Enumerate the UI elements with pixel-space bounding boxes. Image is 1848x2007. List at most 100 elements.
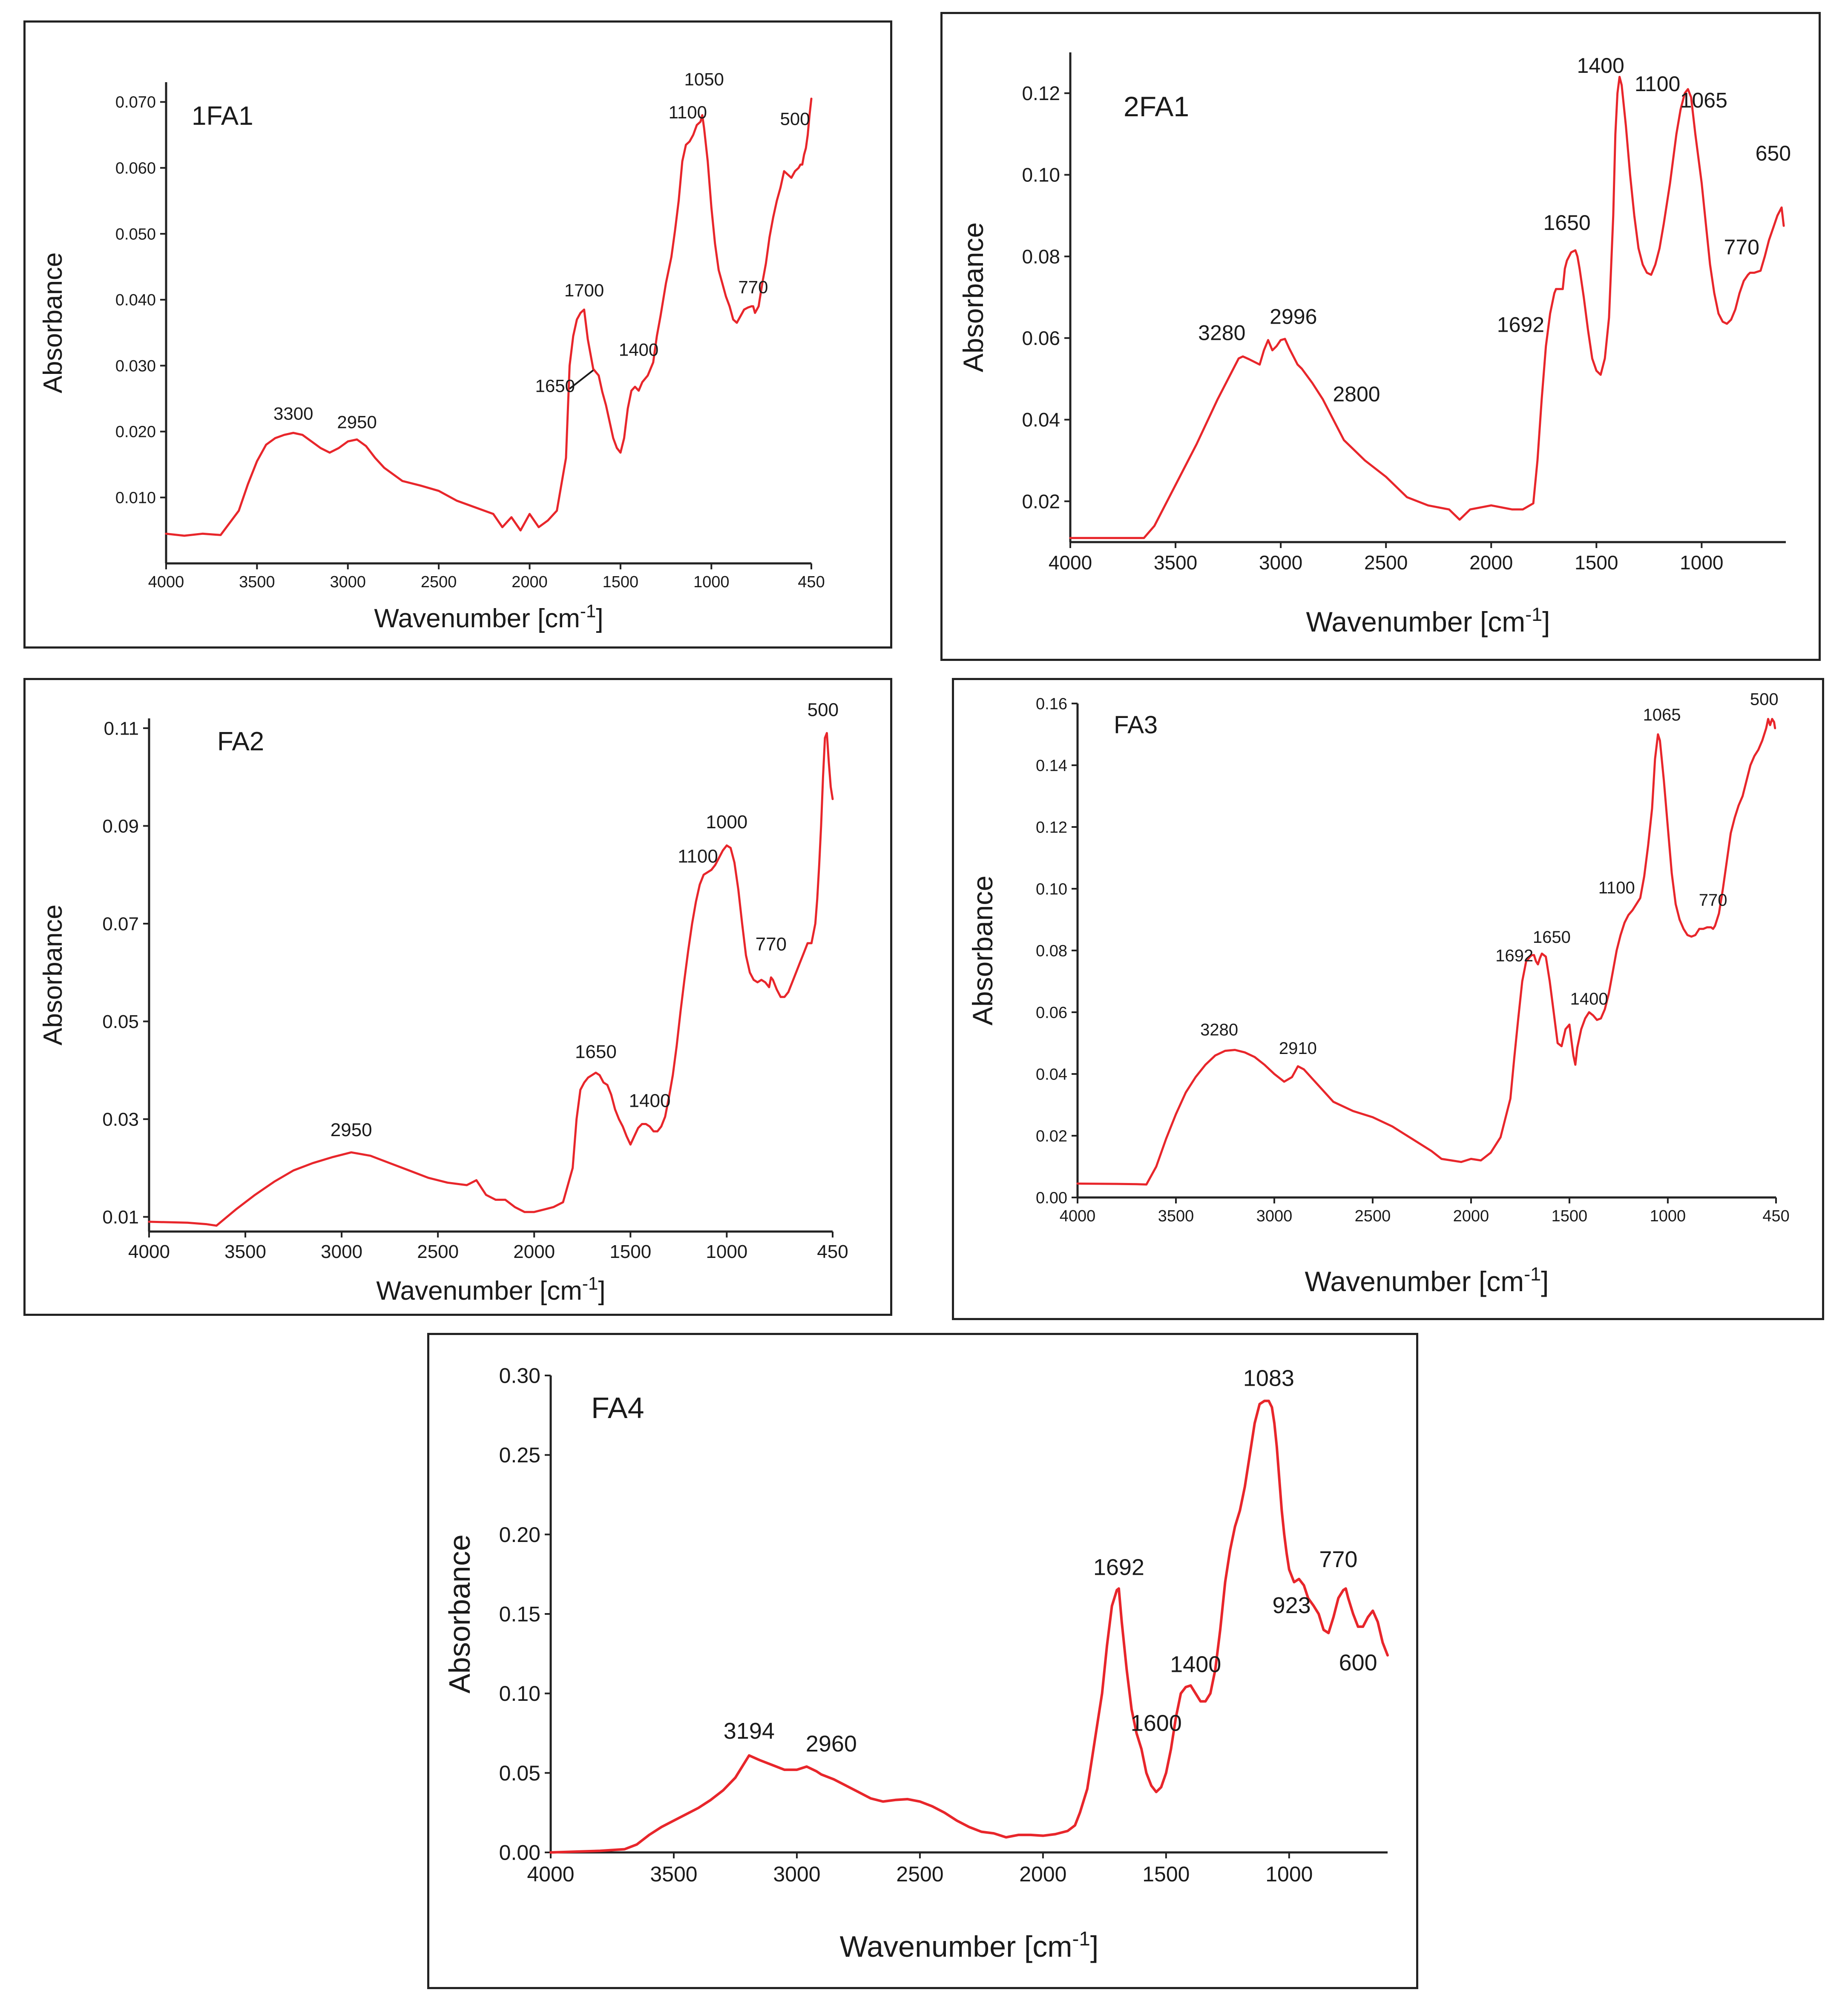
x-tick-label: 2500 — [896, 1862, 943, 1886]
x-axis-title-superscript: -1 — [580, 601, 596, 621]
x-axis-title-end: ] — [1542, 606, 1550, 637]
peak-label: 600 — [1339, 1650, 1377, 1676]
y-axis-title: Absorbance — [38, 904, 68, 1045]
peak-label: 1692 — [1495, 946, 1533, 965]
y-axis-title: Absorbance — [38, 253, 68, 393]
x-axis-title-superscript: -1 — [1524, 1263, 1541, 1285]
x-tick-label: 450 — [817, 1241, 848, 1262]
y-tick-label: 0.16 — [1036, 695, 1067, 713]
y-axis-title: Absorbance — [967, 876, 998, 1025]
y-tick-label: 0.10 — [1022, 164, 1060, 186]
x-tick-label: 2000 — [1453, 1207, 1489, 1225]
x-tick-label: 2000 — [513, 1241, 555, 1262]
spectrum-line — [1069, 76, 1785, 539]
spectrum-line — [165, 98, 813, 537]
x-axis-title-main: Wavenumber [cm — [376, 1276, 582, 1306]
x-axis-title: Wavenumber [cm-1] — [840, 1927, 1099, 1963]
y-tick-label: 0.00 — [499, 1841, 540, 1865]
peak-label: 500 — [1750, 690, 1779, 709]
chart-title: FA3 — [1114, 711, 1158, 739]
x-tick-label: 450 — [798, 573, 825, 591]
x-axis-title: Wavenumber [cm-1] — [1306, 603, 1550, 637]
chart-title: FA2 — [217, 727, 264, 756]
chart-panel-fa2: 4000 3500 3000 2500 2000 1500 1000 450 0.01 0.03 0… — [23, 678, 892, 1316]
y-tick-label: 0.06 — [1022, 327, 1060, 349]
peak-label: 1400 — [1170, 1651, 1221, 1677]
peak-label: 1700 — [564, 280, 604, 300]
x-tick-label: 1500 — [609, 1241, 651, 1262]
x-axis-title-main: Wavenumber [cm — [1305, 1266, 1524, 1297]
x-tick-label: 1500 — [1575, 551, 1618, 574]
y-tick-label: 0.08 — [1022, 245, 1060, 267]
y-tick-label: 0.05 — [102, 1011, 139, 1032]
y-tick-label: 0.25 — [499, 1443, 540, 1467]
chart-panel-2fa1: 4000 3500 3000 2500 2000 1500 1000 0.02 0.04 0.06… — [940, 12, 1821, 661]
x-tick-label: 1000 — [693, 573, 730, 591]
x-tick-label: 2500 — [1364, 551, 1408, 574]
y-tick-label: 0.06 — [1036, 1004, 1067, 1022]
peak-label: 1100 — [1598, 879, 1635, 897]
y-tick-label: 0.02 — [1036, 1127, 1067, 1145]
x-tick-label: 450 — [1762, 1207, 1789, 1225]
y-tick-label: 0.30 — [499, 1364, 540, 1388]
peak-label: 1065 — [1643, 706, 1681, 724]
annotation-leader-line — [569, 369, 594, 390]
x-axis-title-superscript: -1 — [1525, 603, 1542, 625]
x-axis-title-end: ] — [596, 604, 603, 633]
x-tick-label: 3500 — [224, 1241, 266, 1262]
x-tick-label: 2000 — [512, 573, 548, 591]
x-axis-title-end: ] — [1541, 1266, 1549, 1297]
peak-label: 770 — [1724, 235, 1759, 259]
y-axis-title: Absorbance — [443, 1534, 476, 1694]
x-tick-label: 1500 — [1552, 1207, 1588, 1225]
peak-label: 770 — [1699, 891, 1727, 910]
x-axis-title-main: Wavenumber [cm — [1306, 606, 1526, 637]
x-tick-label: 1000 — [1680, 551, 1723, 574]
peak-label: 2950 — [331, 1120, 372, 1140]
chart-svg-1fa1: 4000 3500 3000 2500 2000 1500 1000 450 0.010 0.02… — [38, 69, 825, 633]
peak-label: 1400 — [1570, 990, 1608, 1008]
x-tick-label: 3500 — [1154, 551, 1197, 574]
peak-label: 3280 — [1198, 321, 1245, 345]
peak-label: 770 — [738, 277, 768, 297]
chart-svg-2fa1: 4000 3500 3000 2500 2000 1500 1000 0.02 0.04 0.06… — [957, 52, 1791, 637]
peak-label: 1650 — [575, 1042, 617, 1062]
y-tick-label: 0.04 — [1036, 1065, 1067, 1083]
peak-label: 1065 — [1680, 88, 1727, 112]
peak-label: 1400 — [629, 1090, 671, 1111]
y-tick-label: 0.12 — [1022, 82, 1060, 104]
chart-panel-fa4: 4000 3500 3000 2500 2000 1500 1000 0.00 0.05 0.10… — [427, 1333, 1418, 1989]
peak-label: 1100 — [1635, 72, 1681, 96]
x-tick-label: 1000 — [706, 1241, 747, 1262]
x-axis-title-main: Wavenumber [cm — [374, 604, 580, 633]
peak-label: 1400 — [619, 339, 658, 359]
y-tick-label: 0.14 — [1036, 757, 1067, 775]
peak-label: 1100 — [669, 102, 707, 122]
x-tick-label: 4000 — [527, 1862, 574, 1886]
peak-label: 923 — [1273, 1593, 1311, 1618]
peak-label: 1692 — [1093, 1555, 1144, 1580]
peak-label: 650 — [1756, 141, 1791, 165]
chart-title: 2FA1 — [1124, 91, 1189, 122]
peak-label: 3280 — [1200, 1020, 1238, 1039]
chart-svg-fa3: 4000 3500 3000 2500 2000 1500 1000 450 0.00 0.02 0… — [967, 690, 1790, 1297]
x-axis-title-main: Wavenumber [cm — [840, 1930, 1072, 1963]
x-tick-label: 4000 — [1049, 551, 1092, 574]
x-tick-label: 2000 — [1469, 551, 1513, 574]
chart-title: FA4 — [591, 1391, 644, 1424]
spectrum-line — [549, 1399, 1389, 1854]
y-tick-label: 0.11 — [104, 718, 139, 739]
y-tick-label: 0.08 — [1036, 942, 1067, 960]
peak-label: 1692 — [1497, 313, 1544, 336]
y-tick-label: 0.10 — [1036, 880, 1067, 898]
peak-label: 2996 — [1270, 304, 1317, 328]
x-tick-label: 2500 — [417, 1241, 459, 1262]
y-tick-label: 0.00 — [1036, 1189, 1067, 1207]
y-axis-title: Absorbance — [957, 222, 989, 372]
peak-label: 1650 — [535, 376, 575, 396]
x-axis-title: Wavenumber [cm-1] — [376, 1273, 605, 1306]
y-tick-label: 0.01 — [102, 1207, 139, 1228]
y-tick-label: 0.20 — [499, 1523, 540, 1547]
x-tick-label: 3500 — [650, 1862, 697, 1886]
spectrum-line — [148, 732, 834, 1227]
